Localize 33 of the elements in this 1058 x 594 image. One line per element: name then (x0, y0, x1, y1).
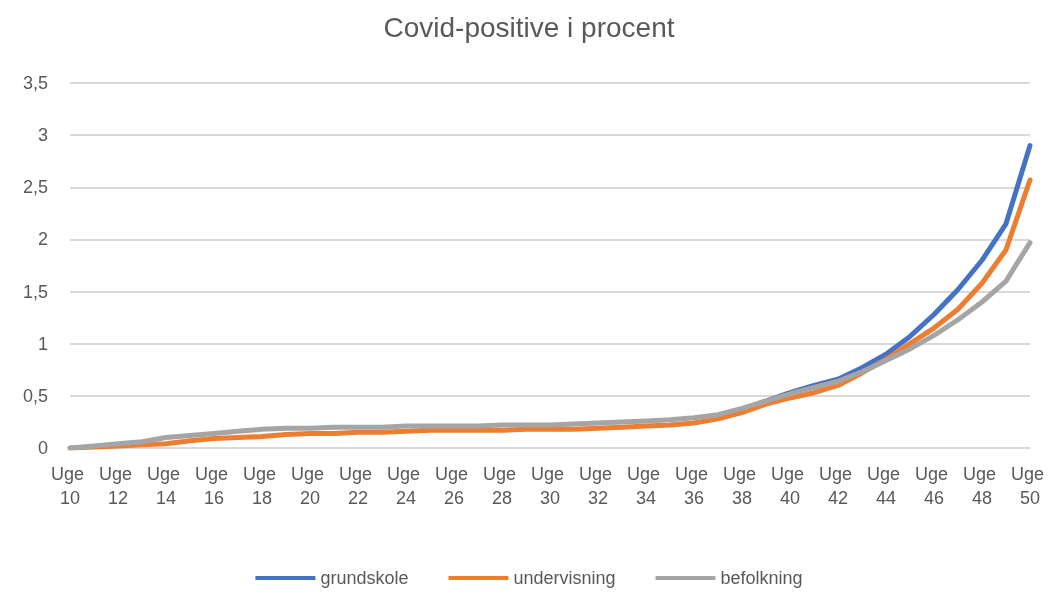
y-tick-label: 0 (37, 438, 48, 458)
x-tick-label: Uge 18 (242, 464, 282, 508)
x-tick-label: Uge 38 (722, 464, 762, 508)
y-tick-label: 1 (37, 333, 48, 354)
y-tick-label: 3,5 (22, 73, 48, 93)
y-tick-label: 0,5 (22, 385, 48, 406)
x-tick-label: Uge 34 (626, 464, 666, 508)
y-tick-label: 2,5 (22, 177, 48, 198)
x-tick-label: Uge 10 (50, 464, 90, 508)
x-tick-label: Uge 24 (386, 464, 426, 508)
x-tick-label: Uge 48 (962, 464, 1002, 508)
x-tick-label: Uge 50 (1010, 464, 1050, 508)
y-tick-label: 3 (37, 125, 48, 146)
x-tick-label: Uge 12 (98, 464, 138, 508)
legend-label: undervisning (513, 568, 616, 588)
x-tick-label: Uge 36 (674, 464, 714, 508)
y-tick-label: 2 (37, 229, 48, 250)
x-tick-label: Uge 42 (818, 464, 858, 508)
legend-label: befolkning (720, 568, 803, 588)
x-tick-label: Uge 22 (338, 464, 378, 508)
chart-title: Covid-positive i procent (383, 11, 675, 43)
x-tick-label: Uge 46 (914, 464, 954, 508)
legend-label: grundskole (320, 568, 409, 588)
x-tick-label: Uge 26 (434, 464, 474, 508)
y-tick-label: 1,5 (22, 281, 48, 302)
x-tick-label: Uge 16 (194, 464, 234, 508)
x-tick-label: Uge 14 (146, 464, 186, 508)
x-tick-label: Uge 44 (866, 464, 906, 508)
x-tick-label: Uge 30 (530, 464, 570, 508)
x-tick-label: Uge 40 (770, 464, 810, 508)
x-tick-label: Uge 28 (482, 464, 522, 508)
x-tick-label: Uge 32 (578, 464, 618, 508)
x-tick-label: Uge 20 (290, 464, 330, 508)
